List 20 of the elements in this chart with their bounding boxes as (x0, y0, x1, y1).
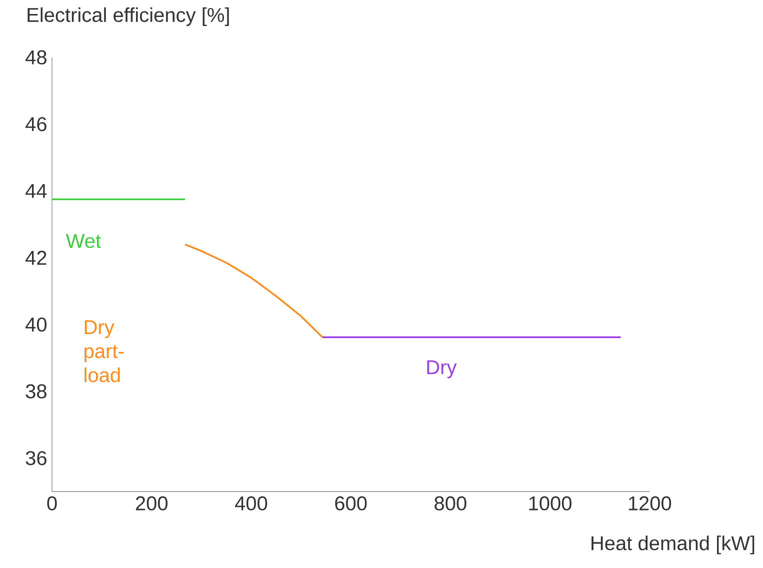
x-tick-label: 800 (434, 496, 466, 510)
y-axis-title: Electrical efficiency [%] (28, 7, 229, 26)
y-tick-label: 44 (26, 184, 47, 198)
series-label: Dry (427, 360, 457, 378)
y-tick-label: 48 (26, 50, 46, 64)
line-series (184, 243, 324, 338)
x-tick-label: 1200 (628, 496, 672, 510)
x-tick-label: 400 (234, 496, 268, 510)
y-tick-label: 38 (26, 384, 46, 398)
x-tick-label: 600 (335, 496, 367, 510)
y-tick-label: 36 (26, 450, 46, 466)
series-label: Wet (66, 234, 101, 248)
x-tick-label: 200 (136, 496, 168, 510)
x-tick-label: 1000 (529, 496, 572, 510)
y-tick-label: 46 (26, 116, 46, 132)
x-tick-label: 0 (47, 496, 57, 510)
text: Dry part-load (84, 320, 124, 382)
y-tick-label: 40 (26, 317, 47, 332)
x-axis-title: Heat demand [kW] (592, 535, 754, 554)
y-tick-label: 42 (26, 250, 46, 265)
